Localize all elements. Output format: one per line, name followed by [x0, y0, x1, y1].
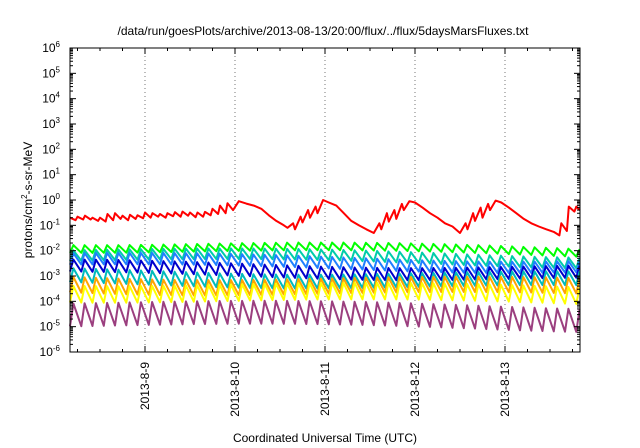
y-axis-title: protons/cm2-s-sr-MeV — [20, 142, 35, 258]
x-tick-label: 2013-8-11 — [318, 362, 332, 416]
y-tick-label: 106 — [42, 40, 60, 55]
x-tick-label: 2013-8-12 — [408, 362, 422, 417]
y-tick-label: 10-6 — [40, 344, 61, 359]
series-line-8 — [69, 281, 581, 305]
series-group — [69, 199, 581, 333]
y-tick-label: 10-2 — [40, 243, 61, 258]
series-line-7 — [69, 275, 581, 297]
y-tick-label: 103 — [42, 116, 60, 131]
x-tick-label: 2013-8-10 — [228, 362, 242, 417]
chart-title: /data/run/goesPlots/archive/2013-08-13/2… — [118, 24, 530, 38]
series-line-2 — [69, 241, 581, 258]
series-line-9 — [69, 299, 581, 333]
y-tick-label: 105 — [42, 65, 60, 80]
x-tick-label: 2013-8-9 — [138, 362, 152, 410]
series-line-6 — [69, 267, 581, 290]
x-axis: 2013-8-9 2013-8-10 2013-8-11 2013-8-12 2013-… — [77, 48, 573, 417]
x-tick-label: 2013-8-13 — [498, 362, 512, 417]
y-tick-label: 100 — [42, 192, 60, 207]
series-line-3 — [69, 247, 581, 270]
series-line-1 — [69, 199, 581, 237]
y-tick-label: 10-4 — [40, 293, 61, 308]
series-line-5 — [69, 258, 581, 282]
y-tick-label: 102 — [42, 141, 60, 156]
y-tick-label: 10-3 — [40, 268, 61, 283]
y-tick-label: 10-5 — [40, 319, 61, 334]
y-tick-label: 104 — [42, 91, 60, 106]
series-line-4 — [69, 251, 581, 274]
y-axis: 10-6 10-5 10-4 10-3 10-2 10-1 100 101 102 103 104 1… — [40, 40, 580, 359]
y-tick-label: 101 — [42, 167, 60, 182]
y-tick-label: 10-1 — [40, 217, 61, 232]
x-axis-title: Coordinated Universal Time (UTC) — [233, 431, 417, 445]
